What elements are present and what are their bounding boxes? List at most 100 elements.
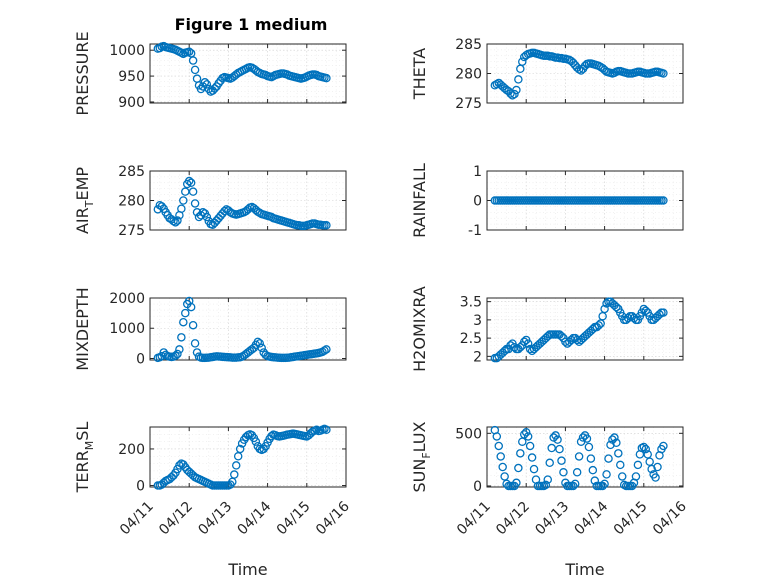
x-tick-label: 04/11 — [117, 499, 157, 539]
data-point — [561, 337, 570, 347]
data-point — [557, 456, 566, 465]
data-point — [541, 480, 551, 490]
x-tick-label: 04/15 — [274, 499, 314, 539]
data-point — [572, 335, 582, 345]
data-point — [514, 463, 523, 473]
data-point — [175, 461, 184, 470]
data-point — [578, 433, 588, 442]
subplot-sun_flux: 0 500 04/11 04/12 04/13 04/14 04/15 04/16 Time SU… — [410, 421, 690, 579]
data-point — [188, 187, 198, 196]
data-point — [631, 472, 641, 481]
y-tick-label: 275 — [455, 96, 482, 112]
x-tick-label: 04/11 — [454, 499, 494, 539]
data-point — [516, 449, 525, 458]
subplot-pressure: 900 950 1000 PRESSURE — [73, 31, 347, 116]
axes-box — [149, 43, 347, 104]
y-label-main: SUN — [410, 459, 429, 493]
figure-title: Figure 1 medium — [175, 15, 328, 34]
data-point — [257, 343, 266, 353]
y-label-main: RAINFALL — [410, 163, 429, 238]
data-point — [188, 56, 198, 65]
data-point — [320, 346, 329, 355]
data-point — [567, 335, 576, 345]
data-point — [190, 65, 200, 75]
x-tick-label: 04/13 — [532, 499, 572, 539]
y-label-main: H2OMIXRA — [410, 286, 429, 372]
data-point — [177, 204, 186, 214]
axes-box — [486, 297, 684, 361]
x-tick-label: 04/13 — [195, 499, 235, 539]
data-point — [612, 302, 621, 312]
data-point — [641, 444, 651, 454]
data-point — [574, 452, 584, 461]
data-point — [496, 452, 505, 461]
data-point — [514, 75, 523, 84]
data-point — [512, 478, 521, 488]
data-point — [200, 78, 210, 87]
y-label-main: MIXDEPTH — [73, 287, 92, 370]
y-label-main: TERR — [73, 450, 92, 493]
data-point — [629, 313, 639, 323]
data-point — [230, 470, 239, 479]
y-tick-label: 285 — [455, 37, 482, 53]
y-tick-label: 0 — [473, 479, 482, 495]
data-point — [606, 440, 615, 450]
data-point — [186, 302, 196, 312]
data-point — [559, 468, 568, 477]
y-axis-label: AIRTEMP — [73, 167, 96, 234]
series-pressure — [153, 41, 331, 96]
data-point — [184, 176, 194, 186]
data-point — [557, 332, 566, 341]
data-point — [498, 462, 507, 472]
data-point — [545, 458, 554, 468]
data-point — [516, 64, 525, 74]
y-tick-label: 3.5 — [460, 295, 482, 311]
data-point — [612, 438, 621, 448]
data-point — [617, 472, 627, 481]
data-point — [659, 308, 668, 317]
series-terr_msl — [153, 424, 331, 490]
data-point — [651, 473, 660, 482]
subplot-theta: 275 280 285 THETA — [410, 37, 684, 112]
data-point — [231, 461, 241, 470]
series-mixdepth — [153, 296, 331, 363]
data-point — [235, 444, 245, 454]
data-point — [253, 337, 263, 347]
data-point — [553, 435, 562, 444]
data-point — [267, 431, 276, 441]
data-point — [519, 337, 529, 347]
y-label-subscript: F — [420, 452, 433, 458]
data-point — [521, 428, 531, 437]
data-point — [510, 89, 519, 99]
y-axis-label: RAINFALL — [410, 163, 429, 238]
x-tick-label: 04/12 — [156, 499, 196, 539]
data-point — [610, 433, 619, 442]
data-point — [598, 481, 607, 491]
data-point — [506, 341, 515, 350]
data-point — [543, 332, 553, 341]
data-point — [659, 196, 668, 205]
y-tick-label: 2.5 — [460, 331, 482, 347]
data-point — [653, 462, 662, 472]
y-label-suffix: EMP — [73, 167, 92, 201]
data-point — [255, 339, 265, 348]
data-point — [508, 91, 517, 100]
series-air_temp — [153, 176, 331, 231]
data-point — [261, 350, 270, 360]
data-point — [523, 432, 533, 441]
series-theta — [490, 48, 668, 100]
data-point — [179, 196, 188, 205]
data-point — [202, 80, 212, 89]
data-point — [551, 431, 560, 440]
data-point — [188, 320, 198, 330]
x-tick-label: 04/14 — [572, 498, 612, 538]
data-point — [588, 465, 598, 475]
data-point — [655, 310, 664, 319]
data-point — [525, 344, 535, 354]
data-point — [616, 460, 625, 470]
x-tick-label: 04/12 — [493, 499, 533, 539]
y-tick-label: -1 — [468, 223, 482, 239]
data-point — [610, 68, 619, 78]
x-tick-label: 04/14 — [235, 498, 275, 538]
